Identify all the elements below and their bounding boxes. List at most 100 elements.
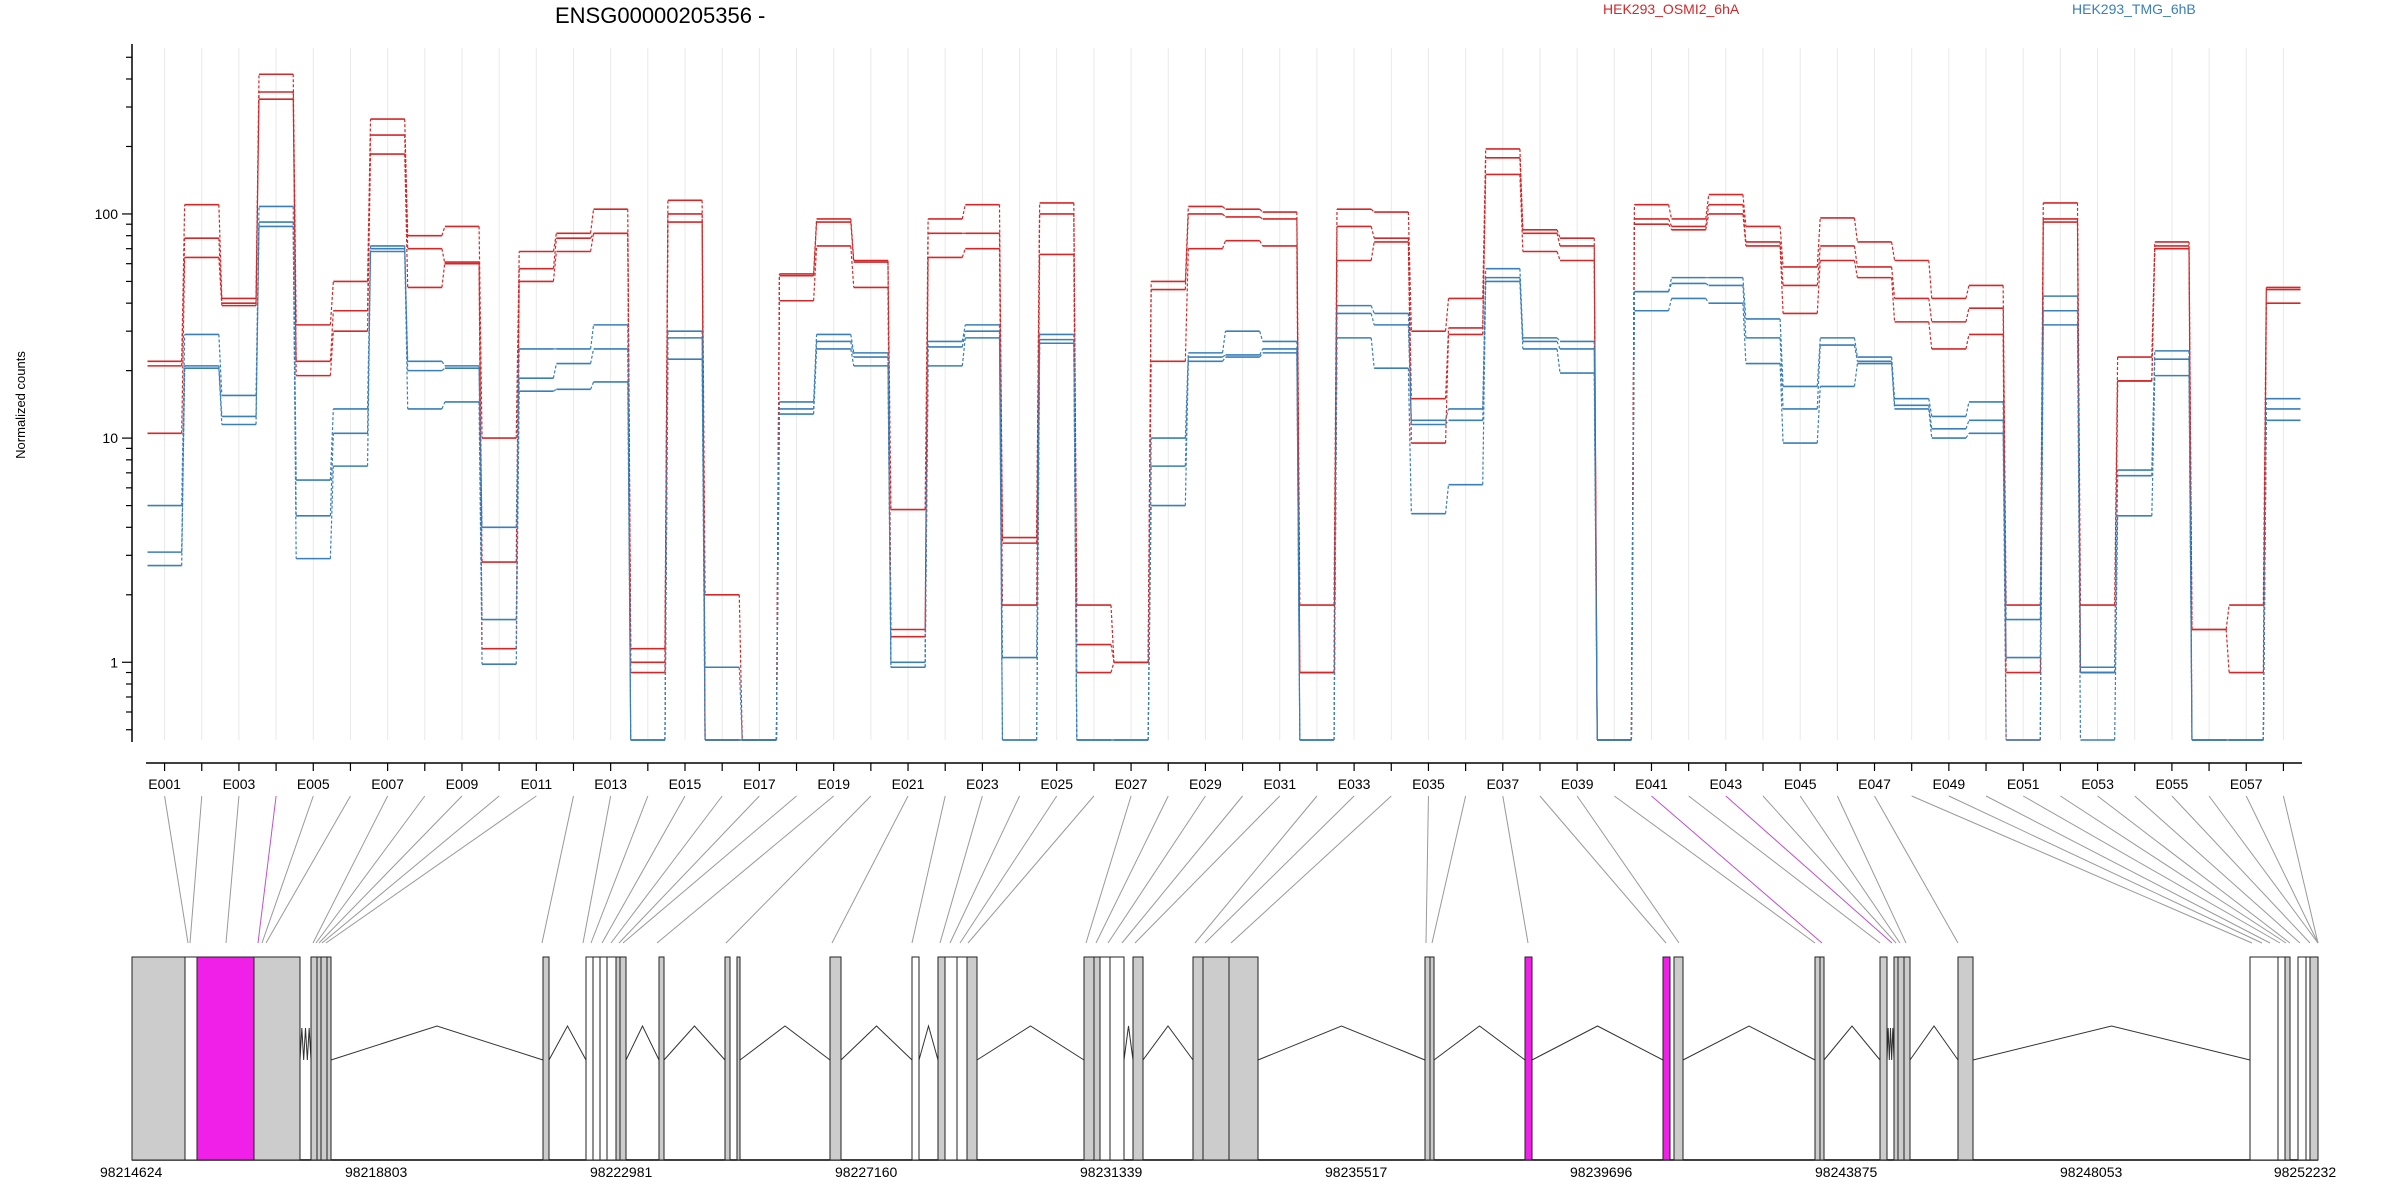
axes: 1 10 100 bbox=[95, 44, 133, 742]
exon-connector bbox=[911, 795, 946, 944]
exon-connector bbox=[656, 795, 835, 944]
exon-connector bbox=[189, 795, 203, 944]
series-connector bbox=[1779, 226, 1784, 268]
exon-connector bbox=[1502, 795, 1529, 944]
series-connector bbox=[1928, 260, 1933, 299]
series-connector bbox=[181, 368, 186, 566]
series-connector bbox=[2002, 285, 2007, 606]
series-connector bbox=[1816, 260, 1821, 314]
exon-connector bbox=[261, 795, 314, 944]
series-connector bbox=[1779, 337, 1784, 409]
x-tick-label: E029 bbox=[1189, 776, 1222, 792]
series-connector bbox=[478, 365, 483, 528]
exon-connector bbox=[1194, 795, 1318, 944]
x-tick-label: E037 bbox=[1486, 776, 1519, 792]
series-connector bbox=[701, 359, 706, 741]
exon-box bbox=[1083, 956, 1095, 1161]
exon-connector bbox=[622, 795, 797, 944]
highlighted-exon bbox=[196, 956, 255, 1161]
junction-line bbox=[1886, 1027, 1895, 1061]
intron-line bbox=[1972, 1025, 2251, 1061]
series-connector bbox=[1928, 298, 1933, 322]
exon-connector bbox=[1204, 795, 1355, 944]
exon-box bbox=[658, 956, 665, 1161]
x-tick-label: E011 bbox=[520, 776, 552, 792]
exon-connector bbox=[1799, 795, 1901, 944]
exon-box bbox=[724, 956, 731, 1161]
exon-box bbox=[310, 956, 318, 1161]
exon-box bbox=[1897, 956, 1905, 1161]
y-tick-label: 100 bbox=[95, 206, 119, 222]
series-connector bbox=[1816, 386, 1821, 444]
series-connector bbox=[255, 226, 260, 425]
x-tick-label: E057 bbox=[2230, 776, 2263, 792]
series-connector bbox=[1259, 240, 1264, 247]
exon-connector bbox=[967, 795, 1095, 944]
x-tick-label: E039 bbox=[1561, 776, 1594, 792]
intron-line bbox=[918, 1024, 939, 1061]
exon-connector bbox=[582, 795, 612, 944]
exon-connector bbox=[618, 795, 760, 944]
series-connector bbox=[1444, 484, 1450, 514]
series-connector bbox=[441, 367, 446, 372]
x-tick-label: E053 bbox=[2081, 776, 2114, 792]
series-connector bbox=[404, 154, 409, 288]
series-connector bbox=[1928, 321, 1933, 349]
series-connector bbox=[2114, 380, 2119, 673]
x-tick-label: E043 bbox=[1709, 776, 1742, 792]
series-connector bbox=[1333, 337, 1338, 741]
series-connector bbox=[1965, 401, 1970, 417]
exon-connector bbox=[2134, 795, 2301, 944]
series-connector bbox=[1221, 240, 1227, 249]
x-tick-label: E041 bbox=[1635, 776, 1668, 792]
series-connector bbox=[404, 251, 409, 409]
series-connector bbox=[1891, 266, 1896, 299]
intron-line bbox=[1682, 1025, 1816, 1061]
series-connector bbox=[1853, 344, 1859, 362]
series-connector bbox=[1370, 208, 1375, 213]
x-gridlines bbox=[164, 48, 2284, 740]
series-connector bbox=[2114, 470, 2119, 668]
exon-connector bbox=[164, 795, 189, 944]
x-tick-label: E015 bbox=[669, 776, 702, 792]
series-connector bbox=[329, 310, 334, 362]
series-connector bbox=[850, 222, 855, 263]
intron-line bbox=[976, 1025, 1085, 1061]
series-connector bbox=[1036, 343, 1041, 741]
exon-box bbox=[2297, 956, 2307, 1161]
x-tick-label: E017 bbox=[743, 776, 776, 792]
series-connector bbox=[1407, 368, 1412, 514]
exon-box bbox=[326, 956, 332, 1161]
series-connector bbox=[1891, 363, 1896, 409]
y-tick-label: 1 bbox=[110, 654, 118, 670]
exon-box bbox=[316, 956, 322, 1161]
x-tick-label: E013 bbox=[594, 776, 627, 792]
exon-box bbox=[1903, 956, 1911, 1161]
series-connector bbox=[553, 388, 557, 392]
series-connector bbox=[218, 368, 223, 425]
exon-box bbox=[1814, 956, 1821, 1161]
series-connector bbox=[441, 401, 446, 410]
series-connector bbox=[850, 341, 855, 358]
exon-connector bbox=[831, 795, 909, 944]
series-connector bbox=[292, 99, 297, 376]
series-connector bbox=[218, 334, 223, 396]
exon-connector bbox=[2022, 795, 2281, 944]
exon-box bbox=[1132, 956, 1144, 1161]
series-connector bbox=[1853, 337, 1859, 358]
exon-connector bbox=[318, 795, 463, 944]
exon-box bbox=[1202, 956, 1230, 1161]
series-connector bbox=[181, 257, 186, 434]
exon-connector bbox=[2282, 795, 2319, 944]
series-connector bbox=[1556, 341, 1561, 350]
exon-box bbox=[1424, 956, 1431, 1161]
series-connector bbox=[255, 99, 260, 306]
series-connector bbox=[329, 408, 334, 481]
exon-connector bbox=[959, 795, 1058, 944]
series-connector bbox=[590, 381, 595, 390]
series-connector bbox=[329, 331, 334, 376]
series-layer bbox=[147, 73, 2301, 741]
series-connector bbox=[1184, 361, 1189, 506]
series-connector bbox=[738, 594, 743, 741]
exon-connector bbox=[1425, 795, 1429, 944]
